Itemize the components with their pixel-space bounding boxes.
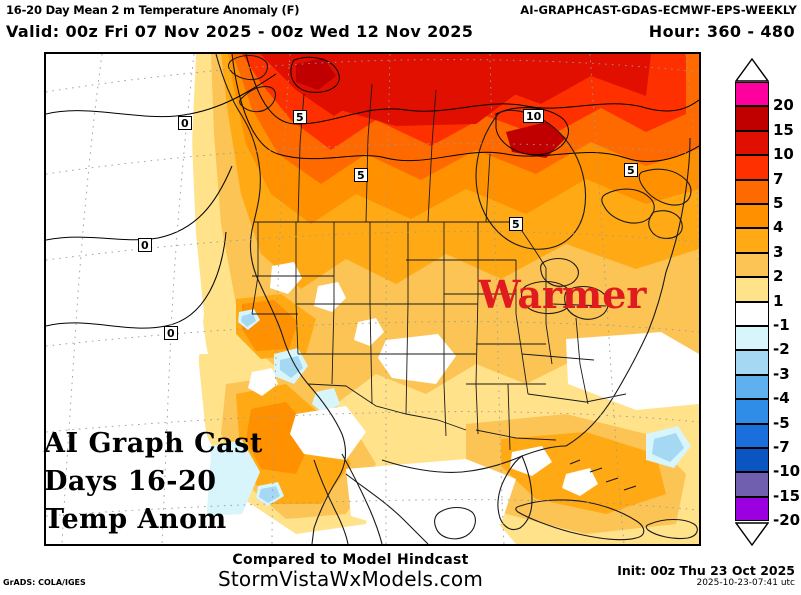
contour-label: 5 [509, 217, 523, 231]
colorbar-band-10 [735, 130, 769, 156]
colorbar-band-4 [735, 204, 769, 229]
contour-label: 10 [523, 109, 545, 123]
colorbar-tick-15: 15 [773, 120, 794, 139]
colorbar-tick-10: 10 [773, 145, 794, 164]
colorbar-band--3 [735, 350, 769, 375]
colorbar-band-3 [735, 228, 769, 253]
colorbar-tick-7: 7 [773, 169, 784, 188]
colorbar-band--1 [735, 301, 769, 326]
colorbar-tick--3: -3 [773, 364, 790, 383]
contour-label: 5 [624, 163, 638, 177]
colorbar-tick-20: 20 [773, 96, 794, 115]
map-canvas[interactable]: 5 10 5 5 5 0 0 0 [44, 52, 701, 546]
colorbar-tick--4: -4 [773, 389, 790, 408]
coastlines [215, 54, 698, 544]
colorbar-tick-1: 1 [773, 291, 784, 310]
colorbar-top-arrow [735, 58, 769, 82]
colorbar: 20 15 10 7 5 4 3 2 1 -1 -2 -3 -4 -5 -7 -10 -15 -20 [727, 58, 801, 546]
colorbar-band-7 [735, 155, 769, 180]
colorbar-tick-3: 3 [773, 242, 784, 261]
contour-label: 0 [164, 326, 178, 340]
colorbar-tick-2: 2 [773, 267, 784, 286]
anomaly-band-10to15 [260, 54, 651, 126]
colorbar-bottom-arrow [735, 522, 769, 546]
footer-compared: Compared to Model Hindcast [232, 552, 469, 568]
colorbar-band--5 [735, 399, 769, 424]
contour-label: 0 [138, 238, 152, 252]
footer-init: Init: 00z Thu 23 Oct 2025 [617, 563, 795, 578]
contour-label: 5 [354, 168, 368, 182]
valid-time: Valid: 00z Fri 07 Nov 2025 - 00z Wed 12 … [6, 22, 474, 41]
political-borders [251, 83, 627, 451]
page-title: 16-20 Day Mean 2 m Temperature Anomaly (… [6, 3, 300, 17]
colorbar-tick--10: -10 [773, 462, 801, 481]
anomaly-near-zero [46, 54, 699, 544]
colorbar-band--7 [735, 423, 769, 448]
colorbar-tick--2: -2 [773, 340, 790, 359]
colorbar-band--2 [735, 326, 769, 351]
warmer-annotation: Warmer [478, 272, 647, 317]
colorbar-band-2 [735, 252, 769, 278]
colorbar-band--10 [735, 448, 769, 473]
colorbar-tick-4: 4 [773, 218, 784, 237]
colorbar-band-20 [735, 82, 769, 107]
colorbar-tick--5: -5 [773, 413, 790, 432]
colorbar-band--20 [735, 496, 769, 522]
colorbar-tick--1: -1 [773, 316, 790, 334]
colorbar-tick-5: 5 [773, 194, 784, 212]
annotation-line-3: Temp Anom [44, 504, 227, 535]
footer-brand[interactable]: StormVistaWxModels.com [218, 567, 483, 591]
anomaly-band-15to20 [296, 58, 566, 158]
contour-label: 0 [178, 116, 192, 130]
annotation-line-2: Days 16-20 [44, 466, 217, 497]
colorbar-tick--15: -15 [773, 486, 801, 505]
contour-lines [46, 54, 699, 329]
colorbar-band-15 [735, 106, 769, 131]
colorbar-band-1 [735, 277, 769, 302]
colorbar-tick--7: -7 [773, 438, 790, 456]
contour-label: 5 [293, 110, 307, 124]
colorbar-band--15 [735, 472, 769, 497]
colorbar-band--4 [735, 374, 769, 400]
annotation-line-1: AI Graph Cast [44, 428, 263, 459]
temperature-anomaly-map [46, 54, 699, 544]
footer-grads: GrADS: COLA/IGES [3, 578, 86, 587]
colorbar-tick--20: -20 [773, 511, 801, 530]
colorbar-band-5 [735, 179, 769, 204]
footer-timestamp: 2025-10-23-07:41 utc [696, 578, 795, 588]
forecast-hour: Hour: 360 - 480 [648, 22, 795, 41]
model-name: AI-GRAPHCAST-GDAS-ECMWF-EPS-WEEKLY [520, 3, 797, 17]
